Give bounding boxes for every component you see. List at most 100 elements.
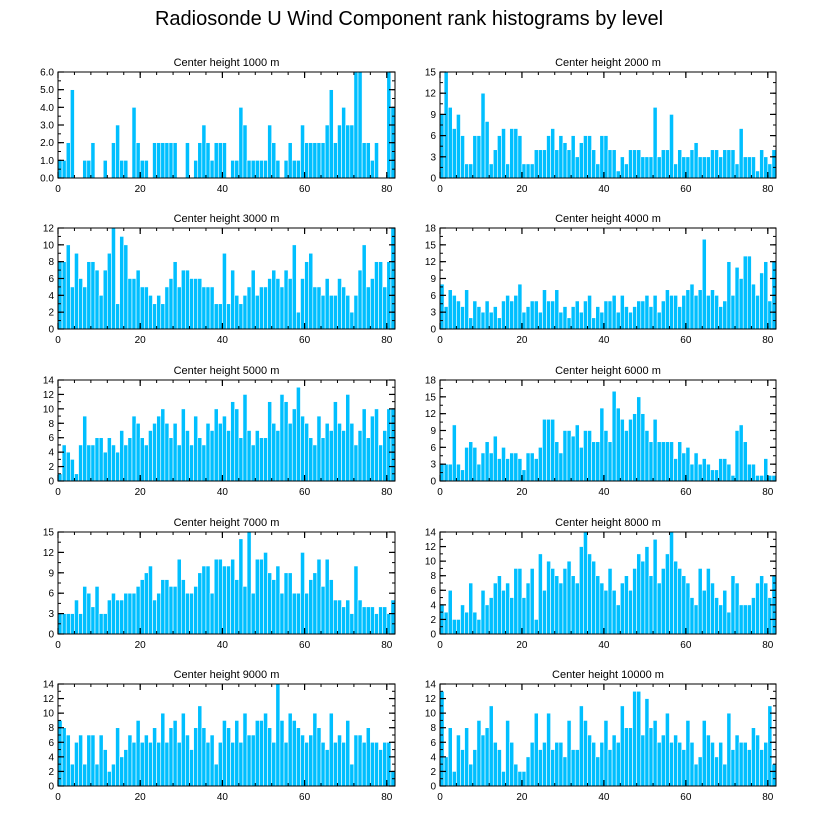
histogram-bar — [291, 592, 297, 635]
histogram-bar — [365, 142, 371, 179]
histogram-bar — [714, 295, 719, 330]
y-tick-label: 4 — [48, 291, 54, 302]
histogram-bar — [185, 269, 190, 330]
histogram-bar — [562, 568, 568, 635]
y-tick-label: 2.0 — [40, 138, 54, 149]
histogram-bar — [160, 579, 166, 635]
histogram-bar — [246, 160, 252, 179]
histogram-bar — [152, 303, 157, 330]
histogram-bar — [648, 306, 654, 330]
histogram-bar — [222, 252, 227, 330]
histogram-bar — [591, 741, 597, 787]
histogram-bar — [254, 558, 260, 635]
histogram-bar — [341, 606, 346, 635]
histogram-bar — [488, 163, 494, 179]
histogram-bar — [300, 415, 305, 482]
histogram-bar — [345, 394, 351, 482]
histogram-bar — [513, 295, 519, 330]
histogram-bar — [308, 437, 314, 482]
histogram-bar — [234, 295, 240, 330]
y-tick-label: 15 — [425, 240, 437, 251]
histogram-bar — [131, 278, 137, 330]
histogram-bar — [123, 444, 129, 482]
histogram-bar — [324, 278, 330, 330]
histogram-bar — [701, 589, 707, 635]
histogram-bar — [730, 475, 736, 482]
histogram-bar — [374, 261, 379, 330]
histogram-bar — [111, 763, 116, 787]
histogram-bar — [726, 712, 732, 787]
histogram-bar — [763, 582, 769, 635]
panel-7: Center height 7000 m 0 20 40 60 80 0 3 6 9 12 15 — [43, 517, 396, 651]
histogram-bar — [226, 727, 231, 787]
histogram-bar — [324, 124, 330, 179]
histogram-bar — [70, 613, 75, 635]
histogram-bar — [164, 142, 170, 179]
y-tick-label: 12 — [425, 542, 437, 553]
x-tick-label: 20 — [516, 640, 528, 651]
y-tick-label: 0 — [430, 782, 436, 793]
histogram-bar — [566, 149, 572, 179]
histogram-bar — [697, 289, 703, 330]
histogram-bar — [648, 156, 654, 179]
histogram-bar — [460, 749, 465, 787]
histogram-bar — [312, 286, 318, 330]
histogram-bar — [209, 430, 215, 482]
histogram-bar — [550, 300, 556, 330]
histogram-bar — [492, 306, 498, 330]
histogram-bar — [603, 720, 609, 787]
histogram-bar — [591, 149, 597, 179]
histogram-bar — [250, 160, 256, 179]
histogram-bar — [102, 269, 108, 330]
histogram-bar — [484, 121, 490, 179]
histogram-bar — [349, 763, 355, 787]
histogram-bar — [320, 741, 326, 787]
histogram-bar — [365, 286, 371, 330]
x-tick-label: 80 — [381, 335, 393, 346]
histogram-bar — [697, 463, 703, 482]
histogram-bar — [213, 303, 219, 330]
histogram-bar — [378, 749, 383, 787]
histogram-bar — [517, 135, 523, 179]
histogram-bar — [447, 463, 453, 482]
histogram-bar — [98, 613, 104, 635]
y-tick-label: 4 — [48, 448, 54, 459]
panel-1: Center height 1000 m 0 20 40 60 80 0.0 1.0 2.0 3.… — [40, 57, 396, 195]
histogram-bar — [533, 712, 539, 787]
histogram-bar — [689, 463, 695, 482]
histogram-bar — [304, 741, 309, 787]
histogram-bar — [558, 135, 564, 179]
histogram-bar — [230, 401, 236, 482]
histogram-bar — [382, 606, 388, 635]
x-tick-label: 60 — [680, 335, 692, 346]
histogram-bar — [759, 749, 765, 787]
histogram-bar — [542, 741, 547, 787]
histogram-bar — [156, 295, 162, 330]
histogram-bar — [636, 396, 642, 482]
histogram-bar — [213, 558, 219, 635]
histogram-bar — [476, 720, 482, 787]
histogram-bar — [595, 575, 601, 635]
panel-title: Center height 7000 m — [174, 517, 280, 529]
histogram-bar — [123, 244, 129, 330]
x-tick-label: 40 — [598, 184, 610, 195]
histogram-bar — [271, 579, 277, 635]
histogram-bar — [234, 720, 240, 787]
histogram-bar — [714, 597, 719, 635]
histogram-bar — [361, 244, 367, 330]
histogram-bar — [480, 92, 486, 179]
histogram-bar — [238, 303, 244, 330]
y-tick-label: 15 — [425, 68, 437, 79]
panel-title: Center height 1000 m — [174, 57, 280, 69]
histogram-bar — [119, 599, 125, 635]
histogram-bar — [152, 142, 157, 179]
histogram-bar — [226, 303, 231, 330]
histogram-bar — [234, 408, 240, 482]
histogram-bar — [90, 142, 96, 179]
histogram-bar — [246, 531, 252, 635]
histogram-bar — [189, 278, 194, 330]
histogram-bar — [222, 142, 227, 179]
histogram-bar — [701, 720, 707, 787]
histogram-bar — [390, 599, 396, 635]
x-tick-label: 40 — [217, 487, 229, 498]
